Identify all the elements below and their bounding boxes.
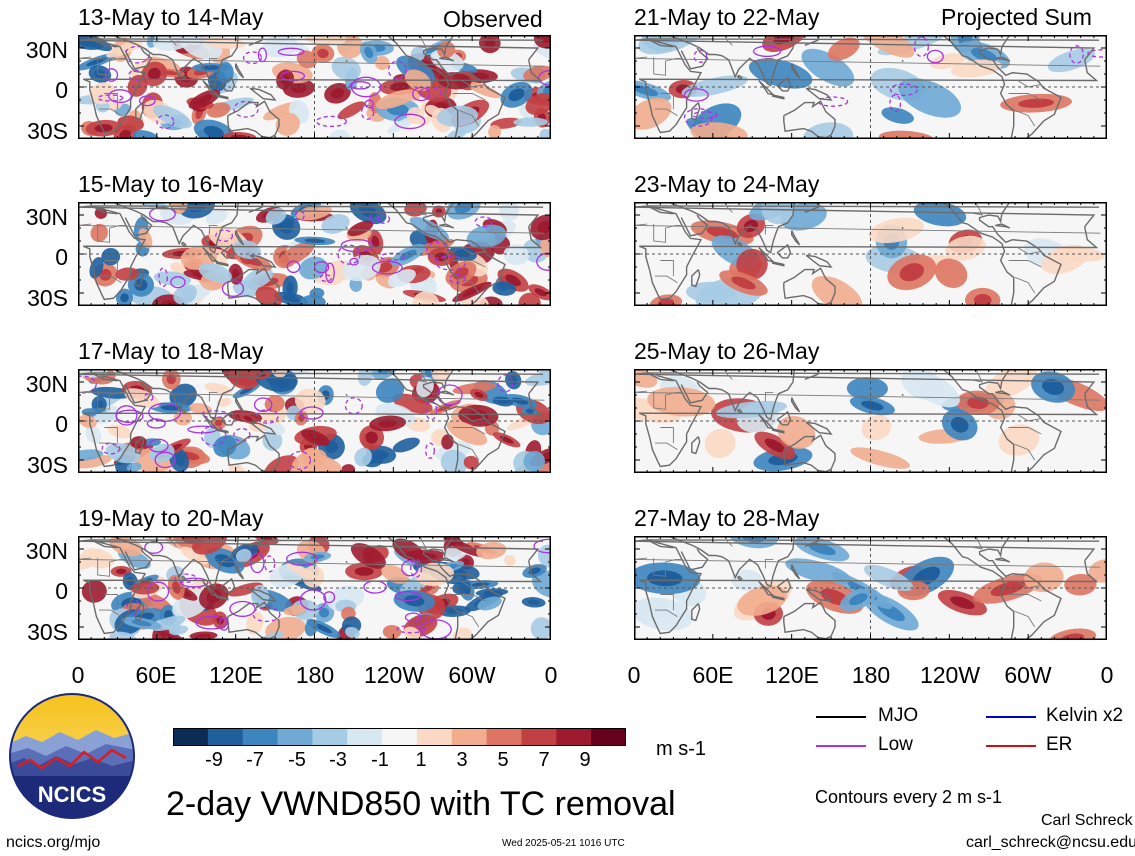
- lat-label: 30N: [25, 37, 68, 63]
- colorbar-label: -1: [371, 749, 389, 771]
- lat-label: 30N: [25, 538, 68, 564]
- lon-label: 60W: [1004, 662, 1052, 688]
- lon-label: 0: [71, 662, 85, 688]
- colorbar-label: 5: [497, 749, 509, 771]
- colorbar-label: -9: [205, 749, 223, 771]
- colorbar-swatch: [521, 728, 557, 746]
- footer-email[interactable]: carl_schreck@ncsu.edu: [966, 834, 1135, 851]
- legend-label-mjo: MJO: [878, 705, 919, 726]
- map-panel-projected-4: [634, 536, 1107, 640]
- legend-line-low: [816, 745, 866, 747]
- panel-title: 25-May to 26-May: [634, 338, 820, 364]
- panel-title: 13-May to 14-May: [78, 4, 264, 30]
- colorbar-label: 1: [415, 749, 427, 771]
- colorbar-swatch: [416, 728, 453, 746]
- legend-line-mjo: [816, 716, 866, 718]
- map-panel-observed-1: [78, 35, 551, 139]
- ncics-logo: NCICS: [8, 692, 136, 820]
- observed-label: Observed: [443, 6, 543, 32]
- lon-label: 180: [851, 662, 891, 688]
- colorbar-swatch: [312, 728, 348, 746]
- contours-note: Contours every 2 m s-1: [815, 787, 1003, 807]
- lat-label: 0: [55, 77, 68, 103]
- lat-label: 30N: [25, 204, 68, 230]
- lat-label: 30S: [27, 452, 68, 478]
- colorbar-label: 9: [579, 749, 591, 771]
- colorbar-swatch: [556, 728, 592, 746]
- lon-label: 60E: [135, 662, 177, 688]
- colorbar-label: -5: [288, 749, 306, 771]
- colorbar-swatch: [207, 728, 244, 746]
- panel-title: 17-May to 18-May: [78, 338, 264, 364]
- panel-title: 23-May to 24-May: [634, 171, 820, 197]
- colorbar-swatch: [173, 728, 209, 746]
- map-panel-observed-2: [78, 202, 551, 306]
- legend-label-low: Low: [878, 734, 913, 755]
- lon-label: 120W: [363, 662, 425, 688]
- lon-label: 120W: [919, 662, 981, 688]
- colorbar-swatch: [486, 728, 522, 746]
- projected-sum-label: Projected Sum: [941, 4, 1092, 30]
- legend-line-er: [986, 745, 1036, 747]
- lon-label: 180: [295, 662, 335, 688]
- panel-title: 15-May to 16-May: [78, 171, 264, 197]
- lat-label: 0: [55, 411, 68, 437]
- colorbar-swatch: [277, 728, 313, 746]
- lon-label: 120E: [765, 662, 819, 688]
- legend-label-er: ER: [1046, 734, 1073, 755]
- footer-timestamp: Wed 2025-05-21 1016 UTC: [502, 838, 625, 849]
- colorbar-label: -7: [246, 749, 264, 771]
- colorbar-swatch: [242, 728, 279, 746]
- legend-label-kelvin: Kelvin x2: [1046, 705, 1124, 726]
- legend-line-kelvin: [986, 716, 1036, 718]
- panel-title: 21-May to 22-May: [634, 4, 820, 30]
- lat-label: 30S: [27, 118, 68, 144]
- map-panel-projected-1: [634, 35, 1107, 139]
- colorbar-label: -3: [329, 749, 347, 771]
- lon-label: 60E: [692, 662, 734, 688]
- colorbar-swatch: [451, 728, 488, 746]
- footer-url[interactable]: ncics.org/mjo: [6, 834, 101, 851]
- colorbar-swatch: [347, 728, 383, 746]
- map-panel-observed-3: [78, 369, 551, 473]
- map-panel-projected-2: [634, 202, 1107, 306]
- lon-label: 60W: [448, 662, 496, 688]
- colorbar-swatch: [591, 728, 627, 746]
- lon-label: 120E: [209, 662, 263, 688]
- main-title: 2-day VWND850 with TC removal: [166, 785, 676, 823]
- colorbar-unit: m s-1: [656, 738, 706, 760]
- panel-title: 27-May to 28-May: [634, 505, 820, 531]
- lon-label: 0: [1100, 662, 1114, 688]
- map-panel-projected-3: [634, 369, 1107, 473]
- colorbar-label: 7: [538, 749, 550, 771]
- lon-label: 0: [627, 662, 641, 688]
- lat-label: 30N: [25, 371, 68, 397]
- colorbar-label: 3: [456, 749, 468, 771]
- colorbar: [173, 728, 627, 746]
- lon-label: 0: [544, 662, 558, 688]
- panel-title: 19-May to 20-May: [78, 505, 264, 531]
- logo-text: NCICS: [38, 782, 106, 807]
- colorbar-swatch: [382, 728, 418, 746]
- lat-label: 0: [55, 244, 68, 270]
- lat-label: 0: [55, 578, 68, 604]
- lat-label: 30S: [27, 285, 68, 311]
- footer-author: Carl Schreck: [1041, 812, 1133, 829]
- lat-label: 30S: [27, 619, 68, 645]
- map-panel-observed-4: [78, 536, 551, 640]
